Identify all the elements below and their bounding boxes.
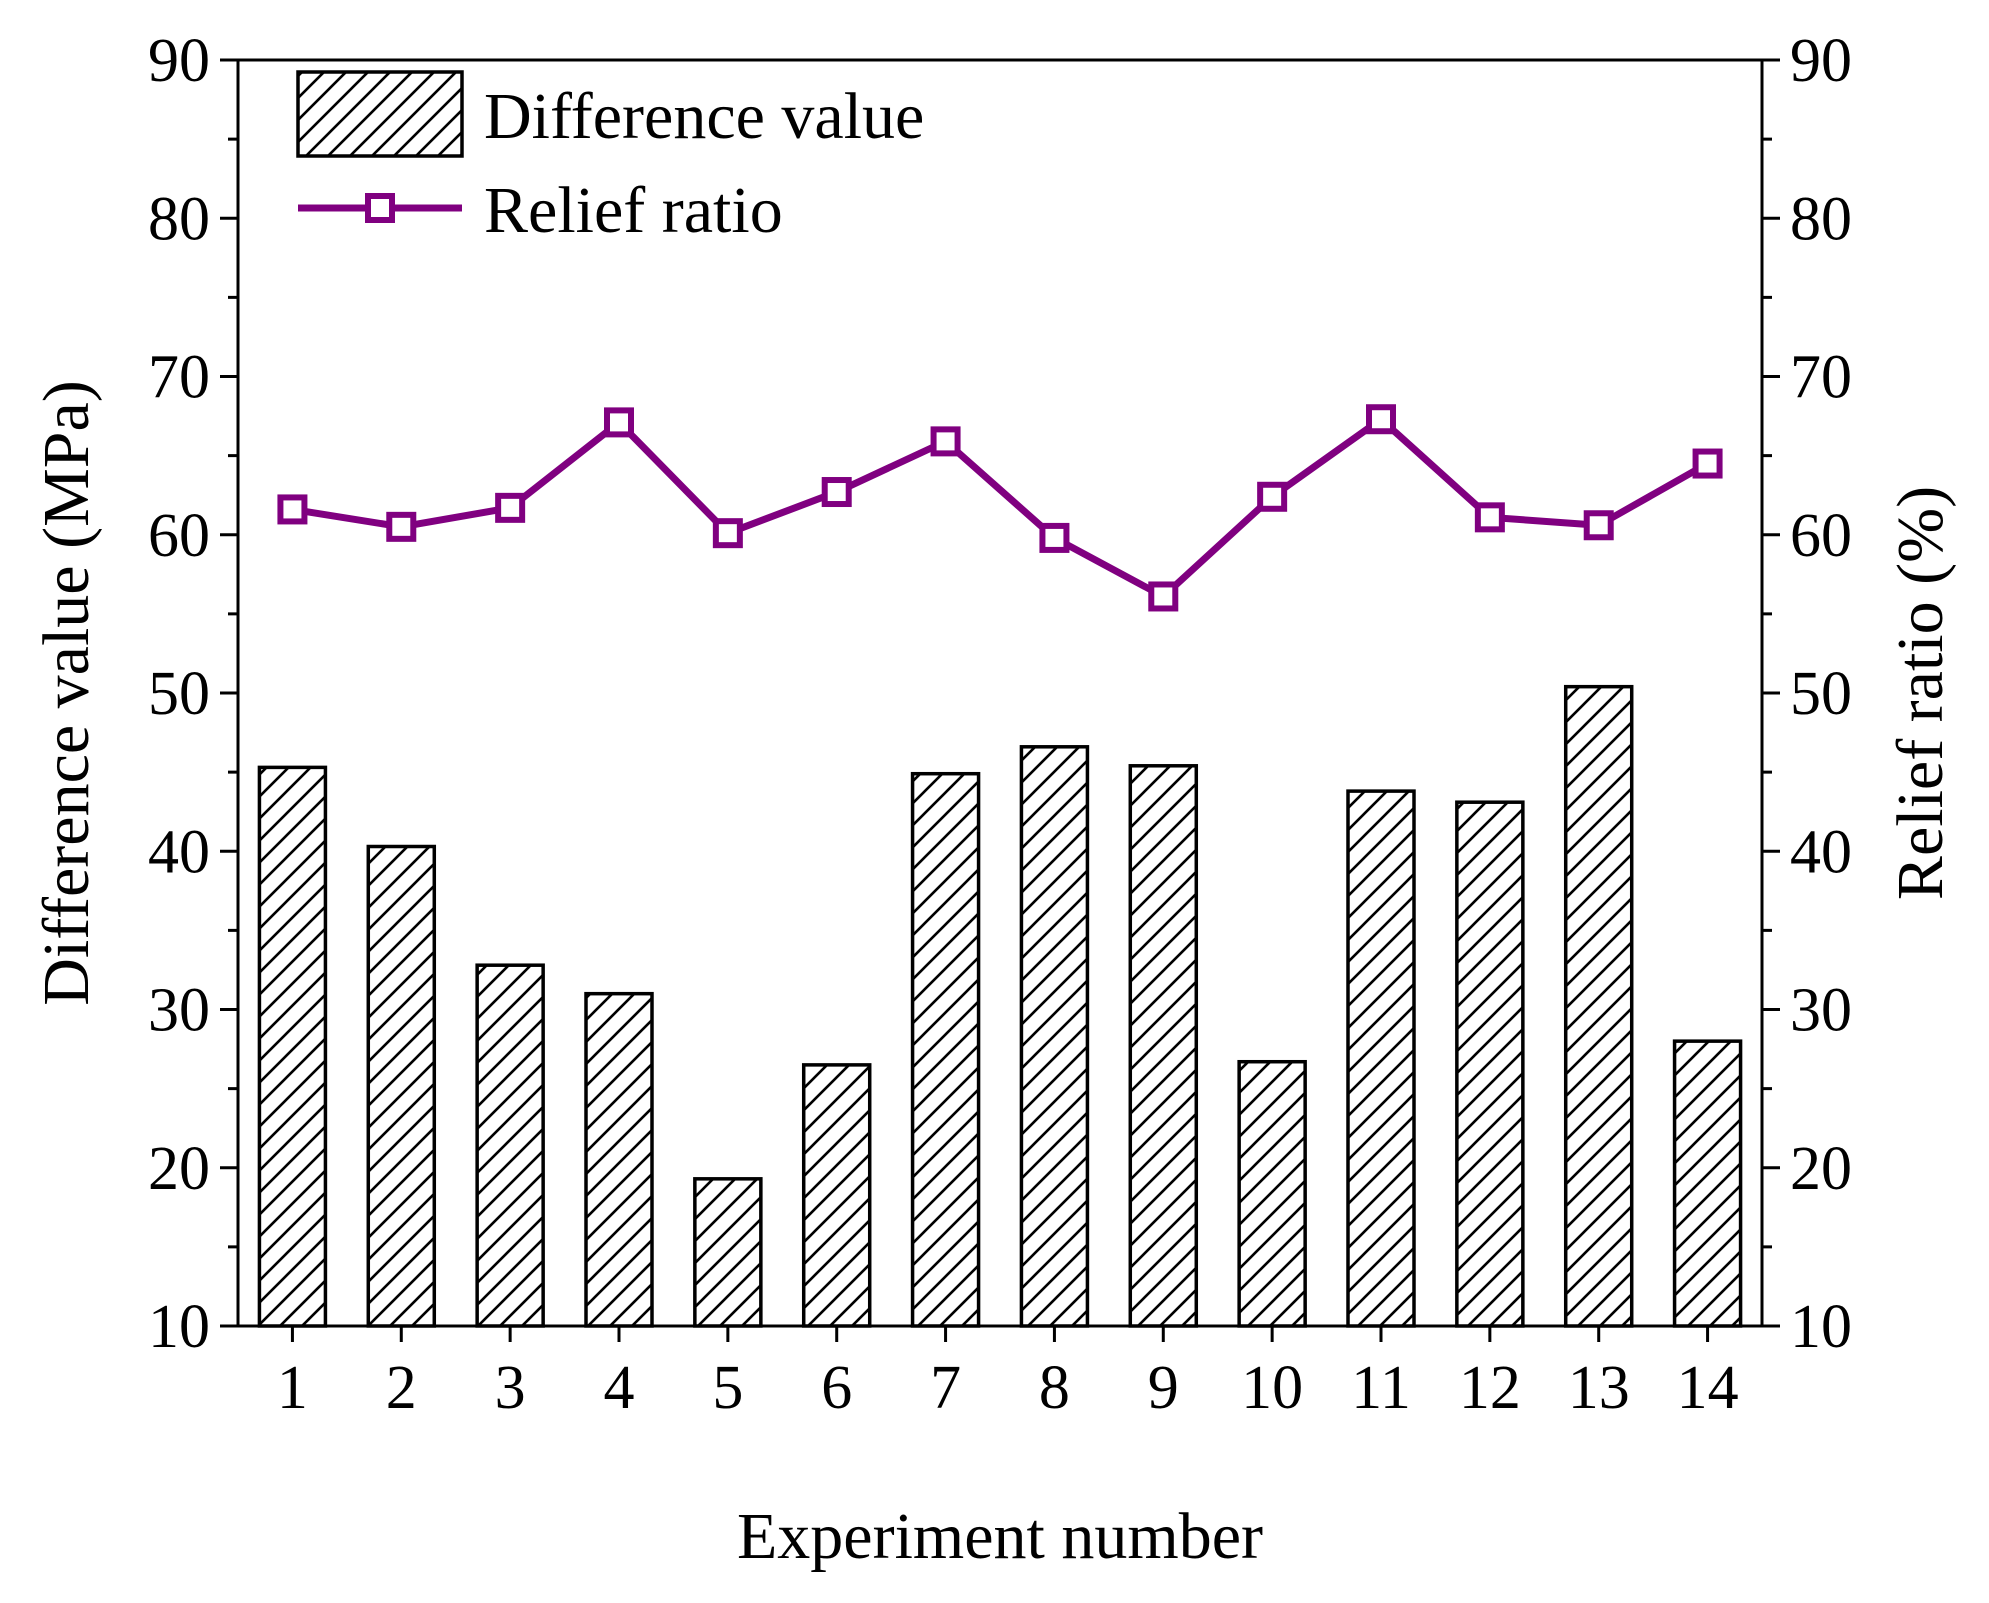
left-tick-label-80: 80 — [148, 185, 210, 253]
right-tick-label-70: 70 — [1790, 344, 1852, 412]
x-tick-label-12: 12 — [1459, 1354, 1521, 1422]
right-tick-label-30: 30 — [1790, 977, 1852, 1045]
relief-ratio-point-1 — [277, 494, 308, 525]
relief-ratio-point-4 — [604, 407, 634, 438]
bar-3 — [475, 963, 545, 1328]
bar-12 — [1455, 800, 1525, 1328]
right-tick-label-20: 20 — [1790, 1135, 1852, 1203]
legend-marker-relief-ratio — [365, 193, 395, 223]
bar-11 — [1346, 789, 1416, 1328]
bar-10 — [1237, 1059, 1307, 1328]
right-tick-label-60: 60 — [1790, 502, 1852, 570]
relief-ratio-point-11 — [1366, 404, 1396, 435]
x-tick-label-9: 9 — [1148, 1354, 1179, 1422]
x-tick-label-8: 8 — [1039, 1354, 1070, 1422]
left-tick-label-10: 10 — [148, 1293, 210, 1361]
bar-5 — [693, 1177, 763, 1328]
relief-ratio-point-5 — [712, 518, 743, 549]
right-axis-title: Relief ratio (%) — [1884, 486, 1957, 900]
right-tick-label-90: 90 — [1790, 27, 1852, 95]
legend: Difference value Relief ratio — [296, 70, 924, 247]
x-tick-label-4: 4 — [604, 1354, 635, 1422]
bar-9 — [1128, 764, 1199, 1328]
relief-ratio-point-7 — [930, 426, 961, 457]
relief-ratio-point-3 — [495, 492, 526, 523]
bar-4 — [584, 991, 654, 1328]
left-tick-label-70: 70 — [148, 344, 210, 412]
left-tick-label-20: 20 — [148, 1135, 210, 1203]
x-tick-label-11: 11 — [1351, 1354, 1411, 1422]
left-tick-label-30: 30 — [148, 977, 210, 1045]
right-tick-label-10: 10 — [1790, 1293, 1852, 1361]
x-tick-label-13: 13 — [1568, 1354, 1630, 1422]
right-tick-label-50: 50 — [1790, 660, 1852, 728]
legend-label-relief-ratio: Relief ratio — [484, 174, 783, 247]
legend-label-difference-value: Difference value — [484, 80, 924, 153]
right-tick-label-40: 40 — [1790, 818, 1852, 886]
bar-8 — [1019, 745, 1090, 1328]
bars-layer — [257, 684, 1743, 1328]
left-tick-label-60: 60 — [148, 502, 210, 570]
x-axis-title: Experiment number — [737, 1500, 1263, 1573]
x-tick-label-1: 1 — [277, 1354, 308, 1422]
bar-2 — [366, 844, 437, 1328]
left-axis-title: Difference value (MPa) — [30, 380, 103, 1006]
left-tick-label-50: 50 — [148, 660, 210, 728]
x-tick-label-5: 5 — [712, 1354, 743, 1422]
bar-6 — [801, 1063, 872, 1328]
relief-ratio-point-8 — [1039, 522, 1070, 553]
x-tick-label-3: 3 — [495, 1354, 526, 1422]
relief-ratio-point-2 — [386, 511, 417, 542]
right-tick-label-80: 80 — [1790, 185, 1852, 253]
x-tick-label-10: 10 — [1241, 1354, 1303, 1422]
relief-ratio-point-12 — [1474, 502, 1505, 533]
relief-ratio-line — [291, 415, 1710, 600]
bar-13 — [1563, 684, 1634, 1328]
relief-ratio-point-14 — [1692, 448, 1723, 479]
relief-ratio-point-9 — [1148, 581, 1179, 612]
left-tick-label-40: 40 — [148, 818, 210, 886]
line-layer — [277, 404, 1723, 612]
relief-ratio-point-10 — [1257, 481, 1288, 512]
bar-1 — [257, 765, 328, 1328]
x-tick-label-7: 7 — [930, 1354, 961, 1422]
relief-ratio-point-13 — [1583, 510, 1614, 541]
axes-layer — [220, 58, 1780, 1342]
x-tick-label-6: 6 — [821, 1354, 852, 1422]
legend-swatch-difference-value — [296, 70, 464, 158]
bar-7 — [910, 771, 981, 1328]
x-tick-label-2: 2 — [386, 1354, 417, 1422]
relief-ratio-point-6 — [821, 477, 852, 508]
left-tick-label-90: 90 — [148, 27, 210, 95]
x-tick-label-14: 14 — [1677, 1354, 1739, 1422]
bar-14 — [1672, 1039, 1743, 1328]
